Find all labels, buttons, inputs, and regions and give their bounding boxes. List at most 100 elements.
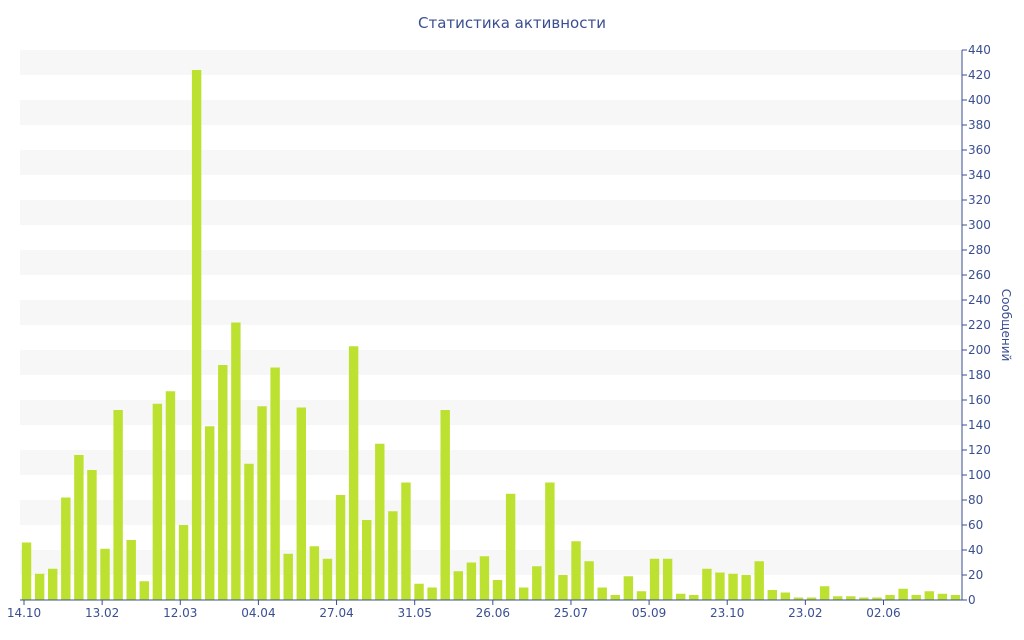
bar[interactable] (388, 511, 398, 600)
bar[interactable] (832, 596, 843, 600)
x-tick-label: 25.07 (554, 606, 588, 620)
grid-band (20, 450, 962, 475)
bar[interactable] (126, 540, 136, 600)
y-tick-label: 20 (968, 568, 983, 582)
bar[interactable] (348, 346, 359, 600)
bar[interactable] (61, 497, 71, 601)
x-tick-label: 14.10 (7, 606, 41, 620)
grid-band (20, 250, 962, 275)
y-tick-label: 120 (968, 443, 991, 457)
bar[interactable] (911, 595, 921, 600)
y-tick-label: 60 (968, 518, 983, 532)
bar[interactable] (47, 568, 58, 600)
bar[interactable] (178, 525, 189, 600)
bar[interactable] (558, 575, 568, 600)
bar[interactable] (885, 595, 895, 600)
bar[interactable] (492, 580, 503, 600)
bar[interactable] (636, 591, 647, 600)
bar[interactable] (754, 561, 764, 600)
bar[interactable] (191, 70, 202, 600)
bar[interactable] (21, 542, 32, 601)
x-axis: 14.10 13.02 12.03 04.04 27.04 31.05 26.06 25.07… (7, 599, 962, 620)
bar[interactable] (728, 573, 738, 600)
bar[interactable] (532, 566, 542, 600)
bar[interactable] (610, 595, 621, 600)
bar[interactable] (466, 562, 477, 601)
bar[interactable] (100, 548, 110, 600)
chart-title: Статистика активности (418, 14, 606, 32)
bar[interactable] (34, 573, 45, 600)
bar[interactable] (505, 493, 516, 600)
bar[interactable] (322, 558, 333, 600)
bar[interactable] (401, 482, 411, 601)
bar[interactable] (780, 592, 791, 601)
bar[interactable] (479, 556, 490, 600)
bar[interactable] (74, 455, 84, 600)
y-axis: 0 20 40 60 80 100 120 140 160 180 200 220 240 260 280 3… (961, 43, 991, 607)
bar[interactable] (270, 367, 280, 601)
x-tick-label: 26.06 (476, 606, 510, 620)
bar[interactable] (571, 541, 581, 600)
bar[interactable] (231, 322, 241, 601)
y-axis-label: Сообщений (999, 289, 1013, 362)
bar[interactable] (113, 410, 123, 600)
bar[interactable] (924, 591, 935, 600)
bar[interactable] (440, 410, 450, 600)
bar[interactable] (244, 463, 254, 600)
bar[interactable] (950, 595, 961, 600)
bar[interactable] (819, 586, 830, 600)
bar[interactable] (675, 593, 686, 600)
bar[interactable] (309, 546, 320, 600)
bar[interactable] (584, 561, 594, 600)
bar[interactable] (518, 587, 529, 601)
y-tick-label: 340 (968, 168, 991, 182)
grid-band (20, 550, 962, 575)
bar[interactable] (283, 553, 293, 600)
bar[interactable] (702, 568, 712, 600)
bar[interactable] (257, 406, 267, 600)
bar[interactable] (767, 590, 778, 600)
bar[interactable] (152, 403, 163, 600)
bar[interactable] (453, 571, 464, 600)
bar[interactable] (662, 558, 673, 600)
y-tick-label: 100 (968, 468, 991, 482)
bar[interactable] (689, 595, 699, 600)
bar[interactable] (361, 520, 372, 600)
grid-band (20, 350, 962, 375)
bar[interactable] (87, 470, 97, 600)
y-tick-label: 220 (968, 318, 991, 332)
bar[interactable] (846, 596, 856, 600)
bar[interactable] (375, 443, 385, 600)
bar[interactable] (623, 576, 634, 600)
y-tick-label: 360 (968, 143, 991, 157)
bar[interactable] (597, 587, 607, 601)
bar[interactable] (296, 407, 307, 601)
bar[interactable] (545, 482, 555, 601)
bar[interactable] (165, 391, 176, 600)
bar[interactable] (715, 572, 725, 601)
bar[interactable] (414, 583, 424, 600)
bar[interactable] (859, 597, 869, 601)
bar[interactable] (806, 597, 817, 601)
bar[interactable] (937, 593, 948, 600)
grid-band (20, 50, 962, 75)
bar[interactable] (204, 426, 215, 600)
grid-band (20, 300, 962, 325)
bar[interactable] (335, 495, 346, 600)
x-tick-label: 02.06 (866, 606, 900, 620)
bar[interactable] (649, 558, 660, 600)
bar[interactable] (898, 588, 908, 600)
x-tick-label: 04.04 (241, 606, 275, 620)
y-tick-label: 380 (968, 118, 991, 132)
bar[interactable] (218, 365, 228, 600)
bar[interactable] (793, 597, 804, 601)
bar[interactable] (872, 597, 882, 601)
bar[interactable] (427, 587, 437, 601)
y-tick-label: 140 (968, 418, 991, 432)
bar[interactable] (139, 581, 150, 600)
bars (21, 70, 961, 601)
bar[interactable] (741, 575, 751, 600)
y-tick-label: 160 (968, 393, 991, 407)
y-tick-label: 80 (968, 493, 983, 507)
grid-band (20, 150, 962, 175)
